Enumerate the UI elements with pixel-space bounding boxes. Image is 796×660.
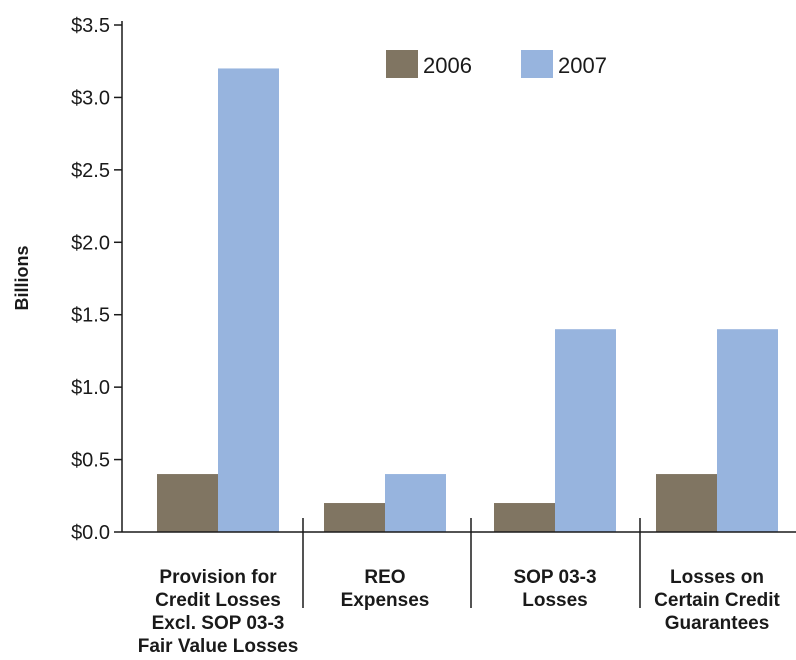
bar-2006-1 xyxy=(157,474,218,532)
x-category-label-line: Losses on xyxy=(670,567,764,588)
bar-2007-3 xyxy=(555,329,616,532)
bar-2006-3 xyxy=(494,503,555,532)
y-tick-label: $2.5 xyxy=(71,160,110,182)
x-category-label: Losses on Certain Credit Guarantees xyxy=(654,567,780,634)
bar-2006-2 xyxy=(324,503,385,532)
legend-label-2006: 2006 xyxy=(423,53,472,78)
bar-2006-4 xyxy=(656,474,717,532)
y-tick-label: $3.0 xyxy=(71,87,110,109)
y-ticks-group: $0.0 $0.5 $1.0 $1.5 $2.0 $2.5 $3.0 $3.5 xyxy=(71,15,122,544)
y-tick-label: $0.0 xyxy=(71,522,110,544)
y-tick-label: $3.5 xyxy=(71,15,110,37)
bar-2007-4 xyxy=(717,329,778,532)
x-category-label: Provision for Credit Losses Excl. SOP 03-3… xyxy=(138,567,299,657)
x-category-label-line: Provision for xyxy=(159,567,277,588)
y-tick-label: $0.5 xyxy=(71,450,110,472)
x-category-label-line: Expenses xyxy=(341,590,430,611)
x-labels-group: Provision for Credit Losses Excl. SOP 03-3… xyxy=(138,567,781,657)
legend: 2006 2007 xyxy=(386,50,607,78)
x-category-label-line: Guarantees xyxy=(665,613,770,634)
x-category-label-line: Fair Value Losses xyxy=(138,636,299,657)
legend-swatch-2007 xyxy=(521,50,553,78)
x-category-label-line: REO xyxy=(364,567,405,588)
bar-2007-1 xyxy=(218,68,279,532)
y-tick-label: $1.5 xyxy=(71,305,110,327)
y-tick-label: $1.0 xyxy=(71,377,110,399)
legend-swatch-2006 xyxy=(386,50,418,78)
axes-group xyxy=(121,21,796,608)
y-axis-title-group: Billions xyxy=(12,245,32,310)
x-category-label-line: Certain Credit xyxy=(654,590,780,611)
y-axis-title: Billions xyxy=(12,245,32,310)
bar-2007-2 xyxy=(385,474,446,532)
x-category-label-line: Losses xyxy=(522,590,587,611)
x-category-label-line: SOP 03-3 xyxy=(513,567,596,588)
x-category-label-line: Excl. SOP 03-3 xyxy=(152,613,285,634)
x-category-label: SOP 03-3 Losses xyxy=(513,567,596,611)
x-category-label: REO Expenses xyxy=(341,567,430,611)
y-tick-label: $2.0 xyxy=(71,232,110,254)
x-category-label-line: Credit Losses xyxy=(155,590,281,611)
bars-group xyxy=(157,68,778,532)
legend-label-2007: 2007 xyxy=(558,53,607,78)
